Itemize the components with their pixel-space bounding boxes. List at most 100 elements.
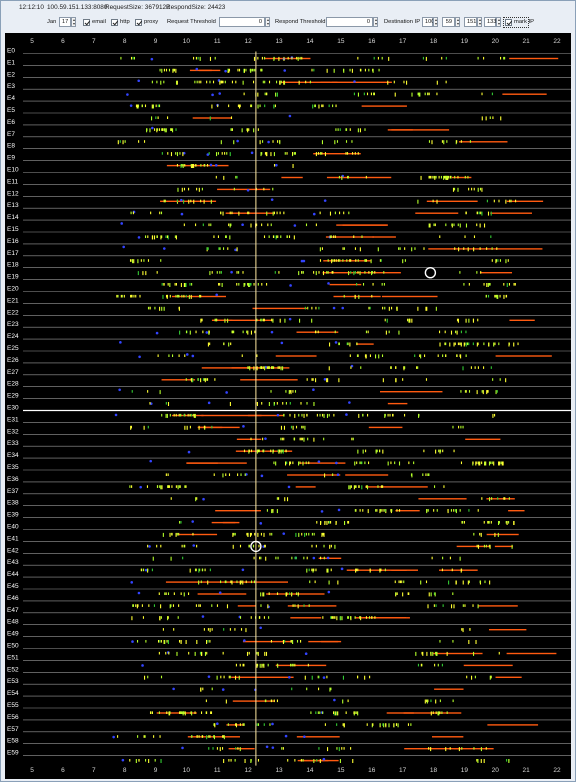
event-tick: [357, 354, 359, 357]
event-tick: [239, 663, 241, 667]
event-tick: [431, 175, 433, 179]
event-tick: [477, 318, 479, 322]
event-tick: [327, 271, 329, 274]
row-label: E2: [7, 71, 15, 78]
event-tick: [176, 651, 178, 656]
event-tick: [315, 544, 317, 548]
ip-octet-4-field[interactable]: 133: [484, 17, 496, 27]
day-field[interactable]: 17: [59, 17, 71, 27]
event-tick: [195, 164, 197, 167]
x-tick-label-top: 18: [430, 38, 438, 45]
event-tick: [444, 175, 446, 179]
event-tick: [432, 651, 434, 656]
request-dot: [303, 735, 306, 739]
event-tick: [345, 140, 348, 143]
event-tick: [507, 259, 509, 262]
timeline-plot[interactable]: 5 6 7 8 9 10 11 12 13 14 15 16 17 18 19 20 21 22 E0 E1 E2 E3…: [5, 33, 571, 779]
event-tick: [483, 759, 485, 763]
event-tick: [224, 318, 226, 323]
event-tick: [463, 247, 465, 250]
mark-ip-checkbox[interactable]: [505, 19, 512, 26]
event-tick: [198, 425, 200, 430]
event-tick: [473, 187, 475, 191]
event-tick: [274, 271, 276, 274]
event-tick: [365, 485, 367, 488]
respond-bar: [495, 676, 522, 678]
event-tick: [449, 747, 451, 750]
event-tick: [441, 56, 443, 60]
event-tick: [198, 294, 201, 298]
email-checkbox[interactable]: [83, 19, 90, 26]
request-dot: [335, 461, 338, 465]
event-tick: [336, 140, 339, 143]
request-dot: [181, 746, 184, 750]
ip-octet-2-field[interactable]: 59: [442, 17, 455, 27]
event-tick: [404, 366, 406, 369]
ip-octet-3-spinner[interactable]: [477, 17, 482, 27]
event-tick: [143, 568, 145, 572]
event-tick: [476, 544, 478, 548]
event-tick: [299, 437, 301, 441]
event-tick: [445, 354, 447, 357]
event-tick: [379, 723, 381, 726]
event-tick: [343, 68, 345, 73]
respond-bar: [240, 379, 298, 381]
row-label: E59: [7, 750, 19, 757]
http-checkbox[interactable]: [111, 19, 118, 26]
event-tick: [286, 497, 289, 502]
event-tick: [243, 663, 245, 667]
request-dot: [150, 57, 154, 61]
event-tick: [209, 271, 211, 276]
ip-octet-1-field[interactable]: 100: [422, 17, 434, 27]
event-tick: [433, 509, 435, 512]
respond-bar: [320, 81, 338, 83]
event-tick: [171, 532, 173, 536]
event-tick: [156, 271, 158, 274]
event-tick: [329, 342, 331, 347]
event-tick: [331, 616, 333, 619]
event-tick: [244, 759, 246, 763]
event-tick: [284, 152, 286, 155]
respond-bar: [354, 617, 407, 619]
event-tick: [132, 604, 134, 607]
event-tick: [489, 580, 491, 585]
day-spinner[interactable]: [71, 17, 76, 27]
proxy-checkbox[interactable]: [135, 19, 142, 26]
request-threshold-spinner[interactable]: [265, 17, 270, 27]
ip-octet-2-spinner[interactable]: [455, 17, 460, 27]
respond-threshold-field[interactable]: 0: [326, 17, 373, 27]
request-threshold-field[interactable]: 0: [219, 17, 265, 27]
event-tick: [156, 485, 159, 488]
event-tick: [144, 735, 146, 738]
event-tick: [301, 271, 303, 274]
event-tick: [385, 330, 387, 335]
event-tick: [505, 259, 507, 264]
event-tick: [160, 235, 162, 240]
event-tick: [483, 366, 485, 369]
event-tick: [256, 318, 258, 322]
ip-octet-3-field[interactable]: 151: [464, 17, 477, 27]
ip-octet-4-spinner[interactable]: [496, 17, 501, 27]
event-tick: [348, 485, 350, 490]
respond-threshold-spinner[interactable]: [373, 17, 378, 27]
event-tick: [313, 568, 315, 572]
row-label: E19: [7, 274, 19, 281]
event-tick: [505, 294, 507, 298]
event-tick: [347, 175, 349, 179]
event-tick: [200, 294, 202, 298]
event-tick: [329, 544, 331, 549]
event-tick: [483, 342, 485, 346]
ip-octet-1-spinner[interactable]: [433, 17, 438, 27]
request-dot: [287, 485, 291, 489]
event-tick: [277, 366, 279, 369]
event-tick: [175, 68, 177, 73]
row-label: E17: [7, 250, 19, 257]
event-tick: [429, 223, 431, 228]
event-tick: [292, 663, 294, 667]
respond-bar: [333, 295, 381, 298]
respond-bar: [506, 652, 557, 655]
event-tick: [235, 723, 238, 728]
event-tick: [342, 699, 344, 704]
event-tick: [285, 402, 287, 405]
event-tick: [185, 330, 188, 334]
